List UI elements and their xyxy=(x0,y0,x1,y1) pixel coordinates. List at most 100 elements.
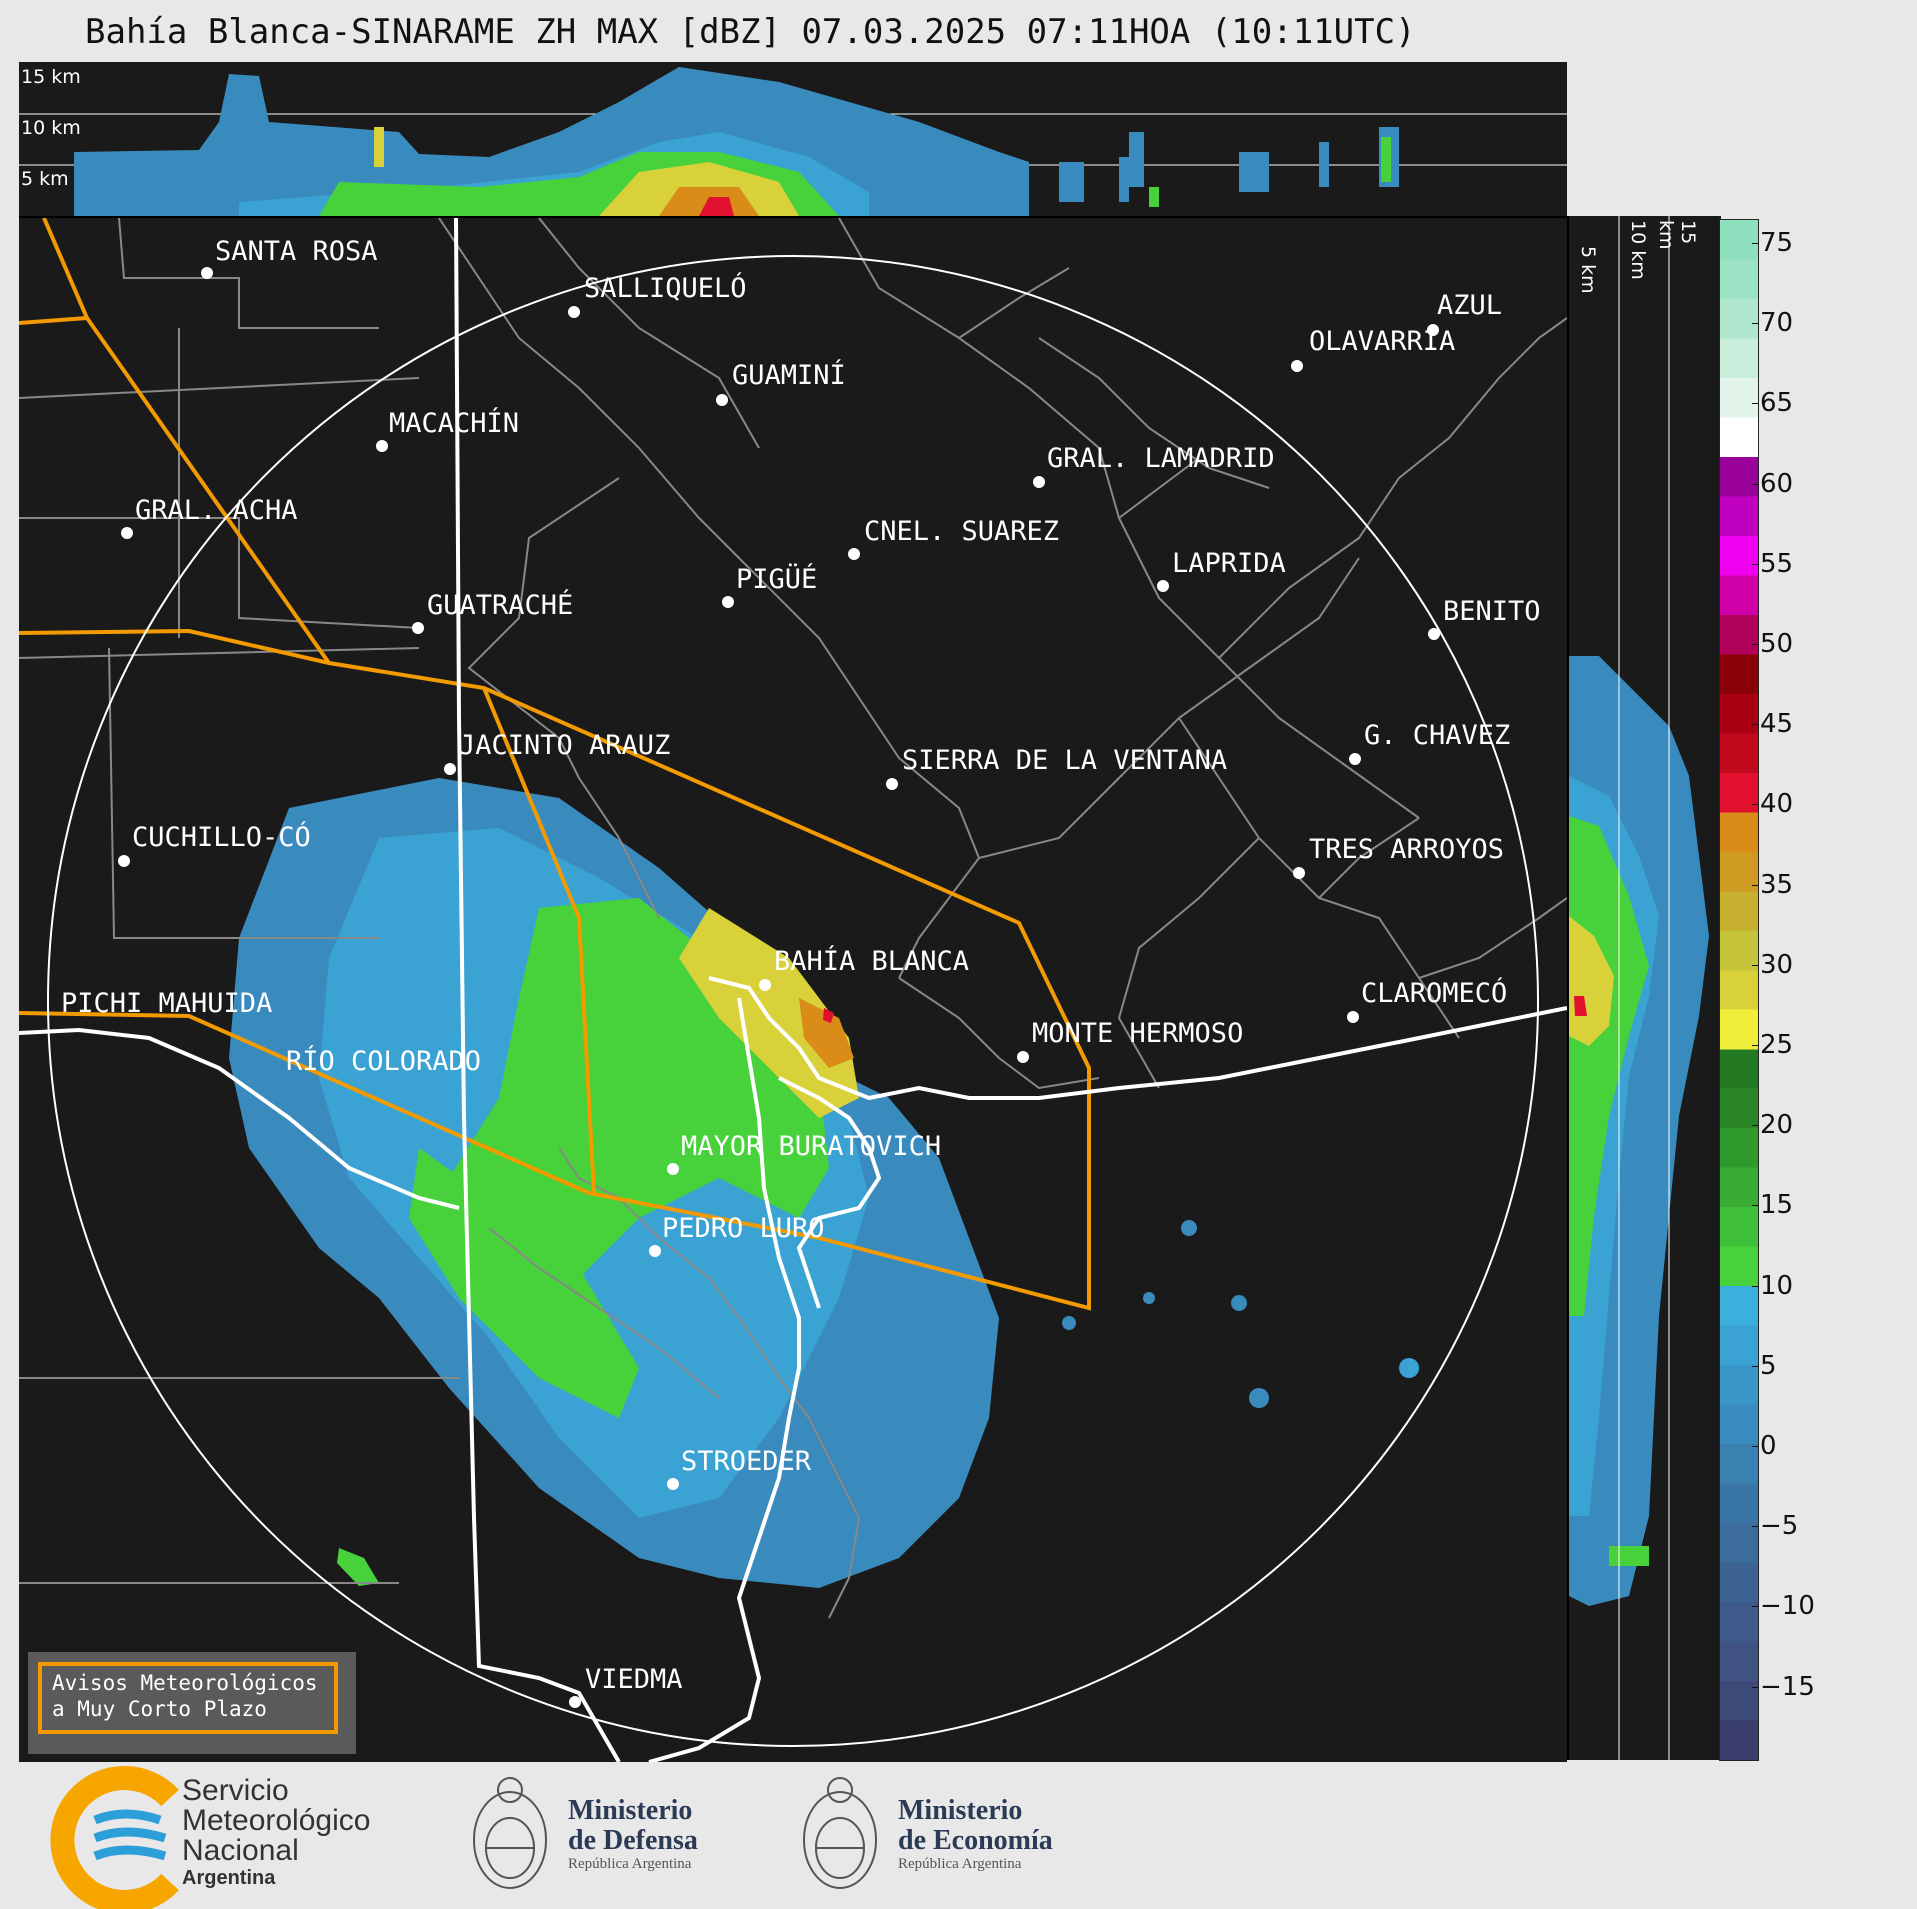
city-label-santa-rosa: SANTA ROSA xyxy=(215,236,378,267)
city-dot xyxy=(118,855,130,867)
city-dot xyxy=(568,306,580,318)
top-label-5km: 5 km xyxy=(21,168,69,190)
economia-line3: República Argentina xyxy=(898,1856,1022,1872)
aviso-frame: Avisos Meteorológicos a Muy Corto Plazo xyxy=(38,1662,338,1734)
aviso-line2: a Muy Corto Plazo xyxy=(52,1697,267,1721)
city-label-cnel-suarez: CNEL. SUAREZ xyxy=(864,516,1060,547)
colorbar-tick-label: −15 xyxy=(1752,1671,1815,1702)
map-title: Bahía Blanca-SINARAME ZH MAX [dBZ] 07.03… xyxy=(85,12,1416,52)
colorbar-tick-label: −5 xyxy=(1751,1511,1799,1542)
city-dot xyxy=(412,622,424,634)
city-label-laprida: LAPRIDA xyxy=(1172,548,1286,579)
colorbar-tick-label: 55 xyxy=(1751,548,1794,579)
city-dot xyxy=(569,1696,581,1708)
city-label-benito: BENITO xyxy=(1443,596,1541,627)
colorbar-tick-label: 0 xyxy=(1752,1431,1777,1461)
aviso-line1: Avisos Meteorológicos xyxy=(52,1671,318,1695)
colorbar-tick-label: 35 xyxy=(1751,869,1794,900)
top-cross-section-echoes xyxy=(19,67,1567,216)
city-label-g-chavez: G. CHAVEZ xyxy=(1364,720,1511,751)
city-dot xyxy=(848,548,860,560)
smn-line4: Argentina xyxy=(182,1867,276,1889)
economia-line1: Ministerio xyxy=(898,1795,1023,1826)
smn-logo-text: Servicio Meteorológico Nacional Argentin… xyxy=(182,1776,370,1890)
colorbar-tick-label: 50 xyxy=(1751,629,1794,659)
city-label-guatrache: GUATRACHÉ xyxy=(427,590,574,621)
colorbar-tick-label: 15 xyxy=(1751,1190,1794,1221)
range-ring xyxy=(47,255,1539,1747)
colorbar-tick-label: 5 xyxy=(1752,1350,1777,1381)
city-dot xyxy=(1293,867,1305,879)
smn-line2: Meteorológico xyxy=(182,1804,371,1837)
city-label-monte-hermoso: MONTE HERMOSO xyxy=(1032,1018,1244,1049)
city-label-pedro-luro: PEDRO LURO xyxy=(662,1213,825,1244)
economia-line2: de Economía xyxy=(898,1825,1053,1856)
colorbar-tick-label: 10 xyxy=(1751,1270,1794,1301)
city-dot xyxy=(667,1478,679,1490)
radar-map xyxy=(19,218,1567,1762)
top-cross-section-panel: 15 km 10 km 5 km xyxy=(19,62,1567,216)
smn-line1: Servicio xyxy=(182,1774,289,1807)
city-dot xyxy=(444,763,456,775)
colorbar-tick-label: 45 xyxy=(1751,709,1794,740)
city-dot xyxy=(1033,476,1045,488)
city-label-macachin: MACACHÍN xyxy=(389,408,520,439)
city-dot xyxy=(886,778,898,790)
defensa-seal-icon xyxy=(473,1777,547,1889)
city-label-guamini: GUAMINÍ xyxy=(732,360,846,391)
side-cross-section-panel: 5 km 10 km 15 km xyxy=(1567,216,1721,1760)
city-dot xyxy=(1349,753,1361,765)
city-dot xyxy=(376,440,388,452)
economia-seal-icon xyxy=(803,1777,877,1889)
defensa-line3: República Argentina xyxy=(568,1856,692,1872)
defensa-line1: Ministerio xyxy=(568,1795,693,1826)
smn-logo-icon xyxy=(50,1766,179,1909)
city-label-gral-lamadrid: GRAL. LAMADRID xyxy=(1047,443,1275,474)
city-label-olavarria: OLAVARRÍA xyxy=(1309,326,1456,357)
aviso-box: Avisos Meteorológicos a Muy Corto Plazo xyxy=(28,1652,356,1754)
economia-logo-text: Ministerio de Economía República Argenti… xyxy=(898,1796,1053,1873)
top-label-10km: 10 km xyxy=(21,117,81,139)
colorbar xyxy=(1719,219,1759,1761)
city-label-gral-acha: GRAL. ACHA xyxy=(135,495,298,526)
city-dot xyxy=(201,267,213,279)
coastline xyxy=(19,218,1567,1762)
city-dot xyxy=(667,1163,679,1175)
city-dot xyxy=(716,394,728,406)
city-label-stroeder: STROEDER xyxy=(681,1446,812,1477)
colorbar-tick-label: 40 xyxy=(1751,789,1794,820)
colorbar-tick-label: 25 xyxy=(1751,1030,1794,1060)
city-label-pigue: PIGÜÉ xyxy=(736,564,818,595)
top-label-15km: 15 km xyxy=(21,66,81,88)
radar-echoes xyxy=(229,778,1419,1588)
city-label-claromeco: CLAROMECÓ xyxy=(1361,978,1508,1009)
colorbar-tick-label: 70 xyxy=(1751,308,1794,339)
city-dot xyxy=(1017,1051,1029,1063)
city-dot xyxy=(649,1245,661,1257)
side-cross-section-echoes xyxy=(1569,216,1709,1760)
city-label-bahia-blanca: BAHÍA BLANCA xyxy=(774,946,970,977)
city-label-tres-arroyos: TRES ARROYOS xyxy=(1309,834,1505,865)
city-label-salliquelo: SALLIQUELÓ xyxy=(584,273,747,304)
colorbar-tick-label: −10 xyxy=(1752,1591,1815,1622)
city-dot xyxy=(1291,360,1303,372)
city-label-cuchillo-co: CUCHILLO-CÓ xyxy=(132,822,311,853)
colorbar-tick-label: 30 xyxy=(1751,949,1794,980)
colorbar-tick-label: 60 xyxy=(1751,468,1794,499)
city-dot xyxy=(759,979,771,991)
city-dot xyxy=(1157,580,1169,592)
city-dot xyxy=(1347,1011,1359,1023)
city-label-azul: AZUL xyxy=(1437,290,1503,321)
city-dot xyxy=(1427,324,1439,336)
smn-line3: Nacional xyxy=(182,1834,299,1867)
city-label-viedma: VIEDMA xyxy=(585,1664,683,1695)
city-label-jacinto-arauz: JACINTO ARAUZ xyxy=(459,730,671,761)
city-dot xyxy=(722,596,734,608)
colorbar-tick-label: 65 xyxy=(1751,388,1794,419)
defensa-line2: de Defensa xyxy=(568,1825,698,1856)
side-label-10km: 10 km xyxy=(1627,220,1649,280)
side-label-5km: 5 km xyxy=(1577,246,1599,294)
province-boundaries xyxy=(19,218,1091,1311)
city-label-pichi-mahuida: PICHI MAHUIDA xyxy=(61,988,273,1019)
radar-map-panel: SANTA ROSA SALLIQUELÓ AZUL OLAVARRÍA GUA… xyxy=(19,216,1567,1762)
